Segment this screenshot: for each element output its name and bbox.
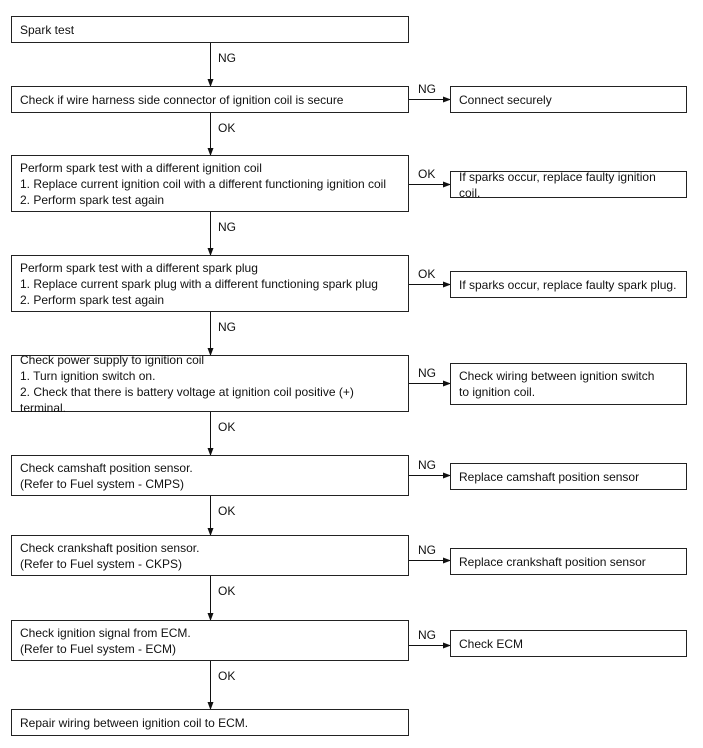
box-text-line: If sparks occur, replace faulty ignition… — [459, 169, 656, 200]
down-arrow-label: OK — [218, 504, 236, 518]
box-text-line: 2. Check that there is battery voltage a… — [20, 384, 354, 415]
side-arrow-label: NG — [418, 81, 436, 96]
box-text-line: Spark test — [20, 22, 75, 37]
box-text-line: 2. Perform spark test again — [20, 192, 165, 207]
box-text-line: 1. Turn ignition switch on. — [20, 368, 156, 383]
down-arrow-label: OK — [218, 584, 236, 598]
box-text-line: (Refer to Fuel system - CMPS) — [20, 476, 185, 491]
box-text-line: Replace camshaft position sensor — [459, 469, 640, 484]
step-box: Check if wire harness side connector of … — [11, 86, 409, 113]
box-text-line: Check ignition signal from ECM. — [20, 625, 191, 640]
side-arrow-label: OK — [418, 166, 436, 181]
step-box: Repair wiring between ignition coil to E… — [11, 709, 409, 736]
side-arrow-label: NG — [418, 457, 436, 472]
result-box: Replace camshaft position sensor — [450, 463, 687, 490]
box-text-line: Check power supply to ignition coil — [20, 352, 205, 367]
step-box: Perform spark test with a different spar… — [11, 255, 409, 312]
step-box: Check power supply to ignition coil 1. Tu… — [11, 352, 409, 415]
box-text-line: Check crankshaft position sensor. — [20, 540, 200, 555]
box-text-line: If sparks occur, replace faulty spark pl… — [459, 277, 677, 292]
box-text-line: Check if wire harness side connector of … — [20, 92, 344, 107]
box-text-line: Replace crankshaft position sensor — [459, 554, 646, 569]
down-arrow-label: OK — [218, 420, 236, 434]
box-text-line: 1. Replace current spark plug with a dif… — [20, 276, 378, 291]
step-box: Perform spark test with a different igni… — [11, 155, 409, 212]
side-arrow-label: OK — [418, 266, 436, 281]
box-text-line: (Refer to Fuel system - ECM) — [20, 641, 177, 656]
box-text-line: Check wiring between ignition switch — [459, 369, 655, 383]
result-box: Check wiring between ignition switch to i… — [450, 363, 687, 405]
box-text-line: Connect securely — [459, 92, 552, 107]
box-text-line: Repair wiring between ignition coil to E… — [20, 715, 249, 730]
result-box: Replace crankshaft position sensor — [450, 548, 687, 575]
box-text-line: 2. Perform spark test again — [20, 292, 165, 307]
box-text-line: to ignition coil. — [459, 385, 536, 399]
result-box: If sparks occur, replace faulty spark pl… — [450, 271, 687, 298]
box-text-line: 1. Replace current ignition coil with a … — [20, 176, 386, 191]
step-box: Check ignition signal from ECM. (Refer to… — [11, 620, 409, 661]
result-box: Check ECM — [450, 630, 687, 657]
step-box: Check camshaft position sensor. (Refer to… — [11, 455, 409, 496]
box-text-line: Perform spark test with a different igni… — [20, 160, 262, 175]
side-arrow-label: NG — [418, 365, 436, 380]
down-arrow-label: NG — [218, 51, 236, 65]
down-arrow-label: NG — [218, 320, 236, 334]
down-arrow-label: OK — [218, 669, 236, 683]
result-box: Connect securely — [450, 86, 687, 113]
down-arrow-label: OK — [218, 121, 236, 135]
down-arrow-label: NG — [218, 220, 236, 234]
box-text-line: Check ECM — [459, 636, 524, 651]
side-arrow-label: NG — [418, 542, 436, 557]
step-box: Spark test — [11, 16, 409, 43]
box-text-line: Perform spark test with a different spar… — [20, 260, 258, 275]
box-text-line: (Refer to Fuel system - CKPS) — [20, 556, 183, 571]
side-arrow-label: NG — [418, 627, 436, 642]
result-box: If sparks occur, replace faulty ignition… — [450, 169, 687, 200]
box-text-line: Check camshaft position sensor. — [20, 460, 193, 475]
step-box: Check crankshaft position sensor. (Refer … — [11, 535, 409, 576]
